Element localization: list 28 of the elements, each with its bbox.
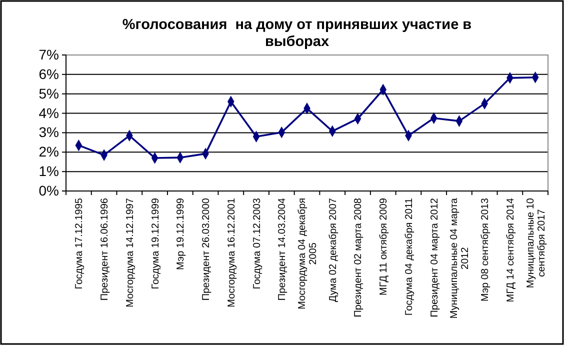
x-tick-label: Президент 26.03.2000	[201, 198, 212, 301]
x-tick-label: Госдума 04 декабря 2011	[404, 198, 415, 316]
chart-title: %голосования на дому от принявших участие в выборах	[122, 17, 472, 50]
x-tick-label: Президент 14.03.2004	[277, 198, 288, 301]
y-tick-label: 3%	[38, 124, 59, 140]
y-tick-label: 0%	[38, 182, 59, 198]
y-tick-label: 4%	[38, 104, 59, 121]
x-tick-label: Дума 02 декабря 2007	[328, 198, 339, 302]
x-tick-label: Мосгордума 16.12.2001	[226, 198, 238, 308]
x-tick-label: Президент 02 марта 2008	[353, 198, 364, 318]
x-tick-label: МГД 11 октября 2009	[378, 198, 390, 296]
y-tick-label: 5%	[38, 85, 59, 102]
x-tick-label: Госдума 19.12.1999	[150, 198, 162, 290]
x-tick-label: МГД 14 сентября 2014	[505, 198, 516, 302]
x-tick-label: Муниципальные 04 марта 2012	[449, 198, 472, 319]
y-tick-label: 1%	[38, 163, 59, 180]
y-tick-label: 6%	[38, 66, 59, 82]
x-tick-label: Мосгордума 04 декабря 2005	[297, 198, 319, 310]
x-tick-label: Президент 16.06.1996	[100, 198, 111, 301]
x-tick-label: Госдума 07.12.2003	[252, 198, 263, 290]
x-tick-label: Муниципальные 10 сентября 2017	[525, 198, 548, 288]
x-tick-label: Мосгордума 14.12.1997	[124, 198, 136, 308]
x-tick-label: Мэр 08 сентября 2013	[480, 198, 492, 302]
y-tick-label: 2%	[38, 144, 59, 160]
x-tick-label: Мэр 19.12.1999	[176, 198, 187, 270]
x-tick-label: Президент 04 марта 2012	[429, 198, 440, 318]
x-tick-label: Госдума 17.12.1995	[74, 198, 86, 290]
y-tick-label: 7%	[38, 46, 59, 62]
